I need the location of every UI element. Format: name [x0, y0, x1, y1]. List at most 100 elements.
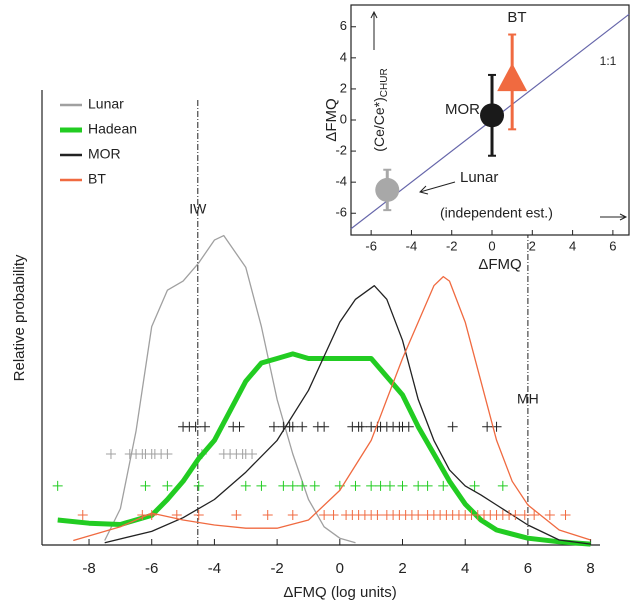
rug-mark — [403, 421, 414, 432]
rug-mark — [287, 509, 298, 520]
inset-x-tick-label: -2 — [446, 238, 458, 253]
rug-mark — [519, 509, 530, 520]
arrow — [370, 10, 378, 50]
reference-label: IW — [189, 201, 207, 217]
rug-mark — [77, 509, 88, 520]
inset-x-tick-label: 2 — [529, 238, 536, 253]
x-tick-label: 0 — [336, 560, 344, 577]
rug-mark — [146, 509, 157, 520]
rug-mark — [482, 421, 493, 432]
inset-y-note: (Ce/Ce*)CHUR — [371, 68, 390, 151]
inset-y-tick-label: -2 — [335, 143, 347, 158]
inset-x-label: ΔFMQ — [478, 256, 521, 273]
arrow — [419, 181, 456, 195]
arrow — [600, 213, 628, 221]
y-note-text: (Ce/Ce*) — [371, 97, 387, 151]
legend-label: MOR — [88, 146, 121, 162]
rug-mark — [350, 480, 361, 491]
rug-mark — [247, 449, 258, 459]
rug-mark — [356, 421, 367, 432]
rug-mark — [309, 480, 320, 491]
density-curve — [104, 285, 591, 545]
rug-mark — [319, 421, 330, 432]
rug-mark — [413, 480, 424, 491]
rug-mark — [231, 509, 242, 520]
rug-mark — [200, 421, 211, 432]
rug-mark — [328, 509, 339, 520]
rug-mark — [438, 480, 449, 491]
point-label: Lunar — [460, 169, 498, 186]
data-point — [480, 103, 505, 128]
inset-y-tick-label: -4 — [335, 174, 347, 189]
density-curve — [57, 351, 591, 547]
data-point — [497, 63, 528, 92]
rug-mark — [240, 480, 251, 491]
reference-label: MH — [517, 391, 539, 407]
rug-mark — [384, 480, 395, 491]
rug-mark — [422, 480, 433, 491]
rug-mark — [162, 480, 173, 491]
x-tick-label: -2 — [270, 560, 283, 577]
rug-mark — [510, 509, 521, 520]
inset-y-tick-label: 2 — [340, 80, 347, 95]
rug-mark — [397, 480, 408, 491]
rug-mark — [137, 509, 148, 520]
x-tick-label: -4 — [208, 560, 221, 577]
legend-label: Hadean — [88, 121, 137, 137]
rug-mark — [560, 509, 571, 520]
inset-y-tick-label: 4 — [340, 49, 347, 64]
x-tick-label: -8 — [82, 560, 95, 577]
inset-x-tick-label: -4 — [406, 238, 418, 253]
x-tick-label: 6 — [524, 560, 532, 577]
rug-mark — [193, 480, 204, 491]
rug-mark — [190, 421, 201, 432]
x-tick-label: -6 — [145, 560, 158, 577]
density-curve — [104, 234, 356, 544]
rug-mark — [366, 480, 377, 491]
rug-mark — [297, 421, 308, 432]
rug-mark — [287, 421, 298, 432]
point-label: BT — [507, 9, 526, 26]
y-note-subscript: CHUR — [379, 68, 390, 97]
rug-mark — [447, 421, 458, 432]
rug-mark — [297, 480, 308, 491]
rug-mark — [529, 509, 540, 520]
inset-x-tick-label: 4 — [569, 238, 576, 253]
rug-mark — [413, 509, 424, 520]
rug-mark — [262, 509, 273, 520]
rug-mark — [52, 480, 63, 491]
x-tick-label: 8 — [586, 560, 594, 577]
inset-x-tick-label: 0 — [488, 238, 495, 253]
point-label: MOR — [445, 101, 480, 118]
inset-y-tick-label: -6 — [335, 205, 347, 220]
rug-mark — [372, 509, 383, 520]
rug-mark — [278, 480, 289, 491]
inset-x-tick-label: -6 — [365, 238, 377, 253]
rug-mark — [469, 480, 480, 491]
inset-x-note: (independent est.) — [440, 205, 553, 221]
rug-mark — [193, 509, 204, 520]
x-axis-label: ΔFMQ (log units) — [283, 584, 396, 601]
rug-mark — [140, 480, 151, 491]
y-axis-label: Relative probability — [11, 254, 28, 381]
rug-mark — [162, 449, 173, 459]
rug-mark — [256, 480, 267, 491]
legend-label: BT — [88, 171, 106, 187]
diagonal-label: 1:1 — [600, 54, 617, 68]
x-tick-label: 2 — [398, 560, 406, 577]
rug-mark — [319, 509, 330, 520]
inset-y-label: ΔFMQ — [323, 98, 340, 141]
rug-mark — [287, 480, 298, 491]
inset-y-tick-label: 6 — [340, 18, 347, 33]
density-curve — [73, 275, 591, 542]
data-point — [375, 177, 400, 202]
inset-y-tick-label: 0 — [340, 111, 347, 126]
rug-mark — [171, 509, 182, 520]
x-tick-label: 4 — [461, 560, 469, 577]
inset-x-tick-label: 6 — [609, 238, 616, 253]
rug-mark — [268, 421, 279, 432]
rug-mark — [544, 509, 555, 520]
rug-mark — [497, 480, 508, 491]
rug-mark — [105, 449, 116, 459]
